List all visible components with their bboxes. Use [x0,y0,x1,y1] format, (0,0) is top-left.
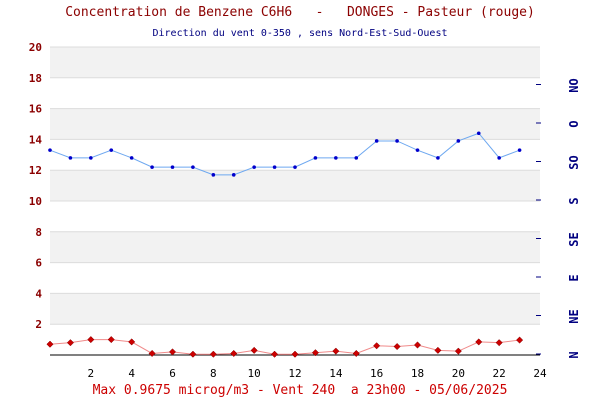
wind-direction-point [231,173,236,177]
benzene-point [107,336,115,344]
y-tick-label: 18 [29,72,42,85]
right-axis-label: O [567,120,581,127]
wind-direction-point [354,156,359,160]
grid-band [50,47,540,78]
benzene-point [230,349,238,358]
benzene-point [332,347,340,355]
y-tick-label: 16 [29,103,43,116]
benzene-point [66,339,74,347]
wind-direction-point [68,156,73,160]
wind-direction-point [150,165,154,169]
benzene-point [352,349,360,358]
y-tick-label: 14 [29,133,43,146]
chart-footer: Max 0.9675 microg/m3 - Vent 240 a 23h00 … [92,383,508,398]
benzene-point [373,342,381,350]
wind-direction-point [415,148,420,152]
x-tick-label: 6 [169,367,176,380]
x-tick-label: 2 [88,367,95,380]
x-tick-label: 12 [288,367,301,380]
benzene-point [209,350,217,358]
wind-direction-point [252,165,256,169]
wind-direction-point [191,165,195,169]
benzene-point [454,347,462,355]
x-tick-label: 8 [210,367,217,380]
wind-direction-point [395,139,399,143]
y-tick-label: 10 [29,195,42,208]
benzene-point [311,349,319,357]
right-axis-label: S [567,197,581,204]
benzene-point [128,338,136,346]
wind-direction-point [129,156,134,160]
grid-band [50,77,540,109]
x-tick-label: 20 [452,367,465,380]
benzene-point [475,338,483,346]
x-tick-label: 24 [533,367,547,380]
wind-direction-point [109,148,114,152]
wind-direction-point [48,148,52,152]
x-tick-label: 22 [493,367,506,380]
benzene-point [434,346,442,354]
benzene-point [393,342,401,351]
chart-title: Concentration de Benzene C6H6 - DONGES -… [0,5,600,20]
benzene-point [495,339,503,347]
grid-band [50,201,540,232]
wind-direction-point [436,156,440,160]
x-tick-label: 4 [128,367,135,380]
y-tick-label: 2 [35,318,42,331]
wind-direction-point [476,131,481,136]
grid-band [50,139,540,171]
title-right: DONGES - Pasteur (rouge) [346,5,535,20]
benzene-point [413,341,422,349]
wind-direction-point [497,156,501,160]
benzene-point [148,349,156,358]
title-left: Concentration de Benzene C6H6 [65,5,293,20]
grid-band [50,108,540,140]
y-tick-label: 6 [35,257,42,270]
x-tick-label: 16 [370,367,383,380]
wind-direction-point [374,139,379,143]
wind-direction-point [334,156,338,160]
benzene-point [168,348,177,356]
wind-direction-point [89,156,93,160]
wind-direction-point [170,165,175,169]
y-tick-label: 20 [29,41,42,54]
wind-direction-point [456,139,461,143]
chart-subtitle: Direction du vent 0-350 , sens Nord-Est-… [152,28,448,39]
benzene-point [189,350,197,358]
x-tick-label: 10 [248,367,261,380]
benzene-point [516,336,524,344]
grid-band [50,324,540,355]
grid-band [50,293,540,325]
wind-direction-point [313,156,318,160]
benzene-point [291,350,299,358]
wind-direction-point [517,148,522,152]
right-axis-label: NO [567,78,581,92]
title-separator: - [315,5,324,20]
wind-direction-point [272,165,277,169]
y-tick-label: 8 [35,226,42,239]
y-tick-label: 12 [29,164,42,177]
wind-direction-point [211,173,216,177]
right-axis-label: SO [567,155,581,169]
benzene-point [250,346,258,354]
benzene-point [87,336,95,344]
grid-band [50,170,540,201]
y-tick-label: 4 [35,287,42,300]
grid-band [50,262,540,294]
x-tick-label: 18 [411,367,424,380]
x-tick-label: 14 [329,367,343,380]
right-axis-label: SE [567,232,581,246]
wind-direction-point [293,165,297,169]
grid-band [50,231,540,263]
benzene-point [46,340,54,348]
benzene-point [271,350,279,358]
right-axis-label: E [567,274,581,281]
right-axis-label: N [567,351,581,358]
right-axis-label: NE [567,309,581,323]
wind-direction-line [49,132,520,176]
